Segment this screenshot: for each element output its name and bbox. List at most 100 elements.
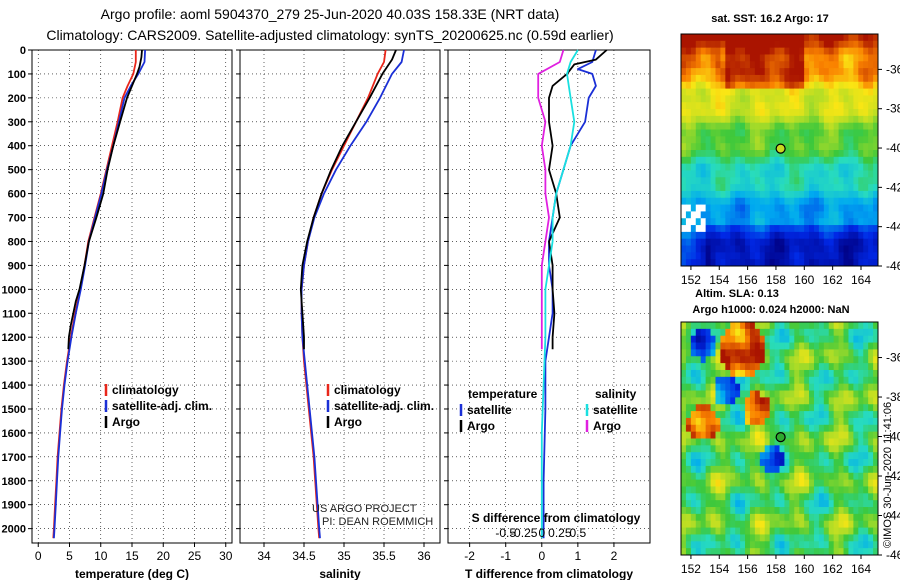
map-cell — [804, 383, 810, 392]
map-cell — [759, 513, 766, 522]
map-cell — [863, 513, 869, 522]
map-cell — [690, 88, 697, 96]
map-cell — [873, 438, 879, 446]
map-cell — [749, 390, 756, 398]
map-cell — [858, 34, 864, 42]
map-cell — [745, 376, 751, 385]
map-cell — [710, 465, 716, 474]
map-cell — [853, 376, 859, 385]
map-cell — [695, 74, 702, 83]
map-cell — [769, 363, 776, 371]
map-cell — [794, 417, 800, 426]
map-cell — [828, 500, 835, 508]
map-cell — [735, 390, 741, 398]
map-cell — [730, 245, 736, 253]
map-cell — [843, 445, 849, 453]
map-cell — [764, 47, 771, 55]
map-cell — [828, 349, 835, 357]
map-cell — [873, 349, 879, 357]
map-cell — [833, 534, 840, 542]
map-cell — [705, 342, 712, 350]
map-cell — [873, 68, 879, 76]
map-cell — [685, 445, 692, 453]
map-cell — [774, 417, 780, 426]
map-cell — [769, 54, 776, 62]
map-cell — [853, 342, 859, 350]
map-cell — [759, 328, 766, 337]
map-cell — [818, 61, 825, 69]
map-cell — [843, 472, 849, 481]
map-cell — [794, 527, 800, 535]
map-cell — [828, 431, 835, 439]
map-cell — [725, 479, 731, 487]
map-cell — [769, 122, 776, 131]
map-cell — [809, 322, 815, 330]
map-cell — [705, 500, 712, 508]
map-cell — [764, 445, 771, 453]
map-cell — [794, 479, 800, 487]
map-cell — [769, 204, 776, 212]
map-cell — [685, 390, 692, 398]
map-cell — [843, 238, 849, 247]
map-cell — [685, 486, 692, 494]
map-cell — [715, 34, 721, 42]
map-cell — [764, 541, 771, 549]
map-cell — [774, 486, 780, 494]
map-cell — [794, 507, 800, 515]
map-cell — [858, 115, 864, 124]
map-cell — [804, 204, 810, 212]
map-cell — [695, 417, 702, 426]
map-cell — [828, 513, 835, 522]
map-cell — [838, 231, 845, 240]
map-cell — [764, 548, 771, 556]
map-cell — [828, 129, 835, 137]
map-cell — [754, 81, 761, 90]
map-cell — [685, 404, 692, 412]
map-cell — [764, 513, 771, 522]
map-cell — [863, 376, 869, 385]
map-cell — [774, 211, 780, 219]
map-cell — [764, 404, 771, 412]
map-cell — [745, 238, 751, 247]
map-cell — [754, 486, 761, 494]
map-cell — [833, 356, 840, 364]
map-cell — [749, 156, 756, 165]
map-cell — [873, 411, 879, 419]
map-cell — [730, 197, 736, 206]
map-cell — [759, 541, 766, 549]
map-cell — [848, 534, 854, 542]
map-cell — [858, 190, 864, 199]
map-cell — [813, 479, 820, 487]
map-cell — [813, 136, 820, 144]
map-cell — [700, 74, 707, 83]
map-cell — [823, 231, 830, 240]
map-cell — [848, 431, 854, 439]
map-cell — [804, 404, 810, 412]
map-cell — [799, 438, 805, 446]
map-cell — [868, 143, 874, 151]
map-cell — [838, 349, 845, 357]
map-cell — [715, 40, 721, 49]
map-cell — [799, 61, 805, 69]
map-cell — [848, 47, 854, 55]
map-cell — [818, 259, 825, 267]
map-cell — [725, 225, 731, 233]
map-cell — [828, 356, 835, 364]
map-cell — [769, 424, 776, 433]
map-cell — [695, 238, 702, 247]
map-cell — [848, 170, 854, 178]
map-cell — [764, 88, 771, 96]
map-cell — [705, 88, 712, 96]
map-cell — [681, 115, 687, 124]
map-cell — [720, 527, 726, 535]
map-cell — [720, 197, 726, 206]
map-cell — [735, 197, 741, 206]
map-cell — [705, 238, 712, 247]
map-cell — [873, 47, 879, 55]
map-cell — [774, 369, 780, 378]
map-cell — [779, 500, 785, 508]
map-cell — [794, 541, 800, 549]
map-cell — [735, 122, 741, 131]
map-cell — [868, 431, 874, 439]
map-cell — [823, 424, 830, 433]
